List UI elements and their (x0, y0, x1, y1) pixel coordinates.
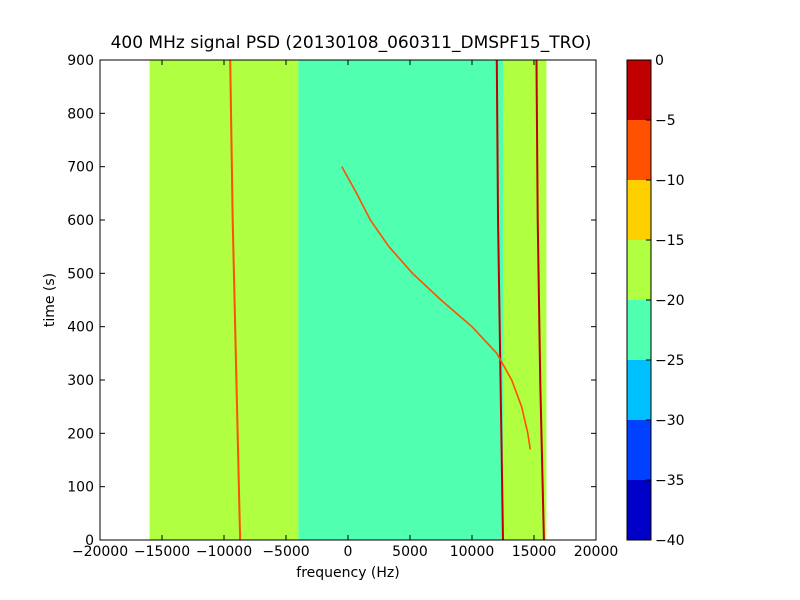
colorbar-band (627, 300, 651, 360)
y-axis-label: time (s) (42, 273, 58, 327)
psd-region-1 (298, 60, 503, 540)
y-tick-label: 900 (67, 53, 94, 69)
x-tick-label: 0 (344, 544, 353, 560)
colorbar-tick-label: −15 (655, 233, 685, 249)
x-axis-label: frequency (Hz) (296, 565, 399, 581)
psd-region-0 (149, 60, 299, 540)
y-tick-label: 800 (67, 106, 94, 122)
x-tick-label: −5000 (262, 544, 309, 560)
y-tick-label: 700 (67, 160, 94, 176)
spectrogram-plot-area: −20000 −15000 −10000 −5000 0 5000 10000 15000 20… (67, 53, 618, 560)
colorbar-tick-label: −10 (655, 173, 685, 189)
colorbar: −40 −35 −30 −25 −20 −15 −10 −5 0 (626, 53, 685, 549)
colorbar-tick-label: −30 (655, 413, 685, 429)
colorbar-band (627, 180, 651, 240)
carrier-line-0 (229, 59, 242, 541)
x-tick-label: 10000 (450, 544, 495, 560)
colorbar-band (627, 120, 651, 180)
colorbar-tick-label: −20 (655, 293, 685, 309)
colorbar-band (627, 360, 651, 420)
colorbar-tick-label: −40 (655, 533, 685, 549)
colorbar-tick-label: −5 (655, 113, 676, 129)
x-tick-label: 20000 (574, 544, 619, 560)
y-tick-label: 100 (67, 480, 94, 496)
chart-title: 400 MHz signal PSD (20130108_060311_DMSP… (111, 33, 592, 53)
x-tick-label: 5000 (392, 544, 428, 560)
y-tick-label: 400 (67, 320, 94, 336)
y-tick-label: 600 (67, 213, 94, 229)
y-tick-label: 500 (67, 266, 94, 282)
x-tick-label: −20000 (72, 544, 128, 560)
y-tick-label: 300 (67, 373, 94, 389)
doppler-trace (341, 166, 532, 450)
colorbar-tick-label: −25 (655, 353, 685, 369)
x-tick-label: −15000 (134, 544, 190, 560)
colorbar-tick-label: 0 (655, 53, 664, 69)
carrier-line-2 (535, 59, 545, 541)
x-tick-label: −10000 (196, 544, 252, 560)
colorbar-band (627, 420, 651, 480)
carrier-line-1 (495, 59, 504, 541)
x-tick-label: 15000 (512, 544, 557, 560)
colorbar-band (627, 60, 651, 120)
y-tick-label: 0 (85, 533, 94, 549)
colorbar-band (627, 240, 651, 300)
colorbar-tick-label: −35 (655, 473, 685, 489)
y-tick-label: 200 (67, 426, 94, 442)
colorbar-band (627, 480, 651, 540)
